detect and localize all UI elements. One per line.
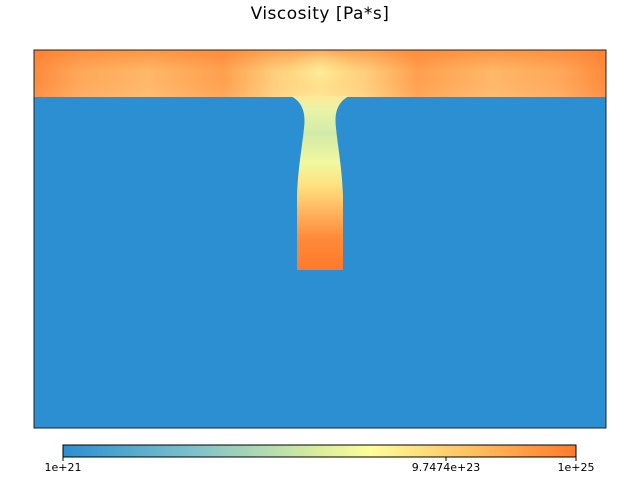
colorbar-tick-label-max: 1e+25 xyxy=(557,461,595,474)
colorbar-tick-label-min: 1e+21 xyxy=(44,461,82,474)
plot-frame xyxy=(33,49,607,429)
colorbar xyxy=(62,444,577,458)
top-layer-center-glow xyxy=(284,49,356,97)
colorbar-tick-label-mid: 9.7474e+23 xyxy=(411,461,481,474)
chart-title: Viscosity [Pa*s] xyxy=(250,4,390,24)
slab-region xyxy=(291,96,349,270)
